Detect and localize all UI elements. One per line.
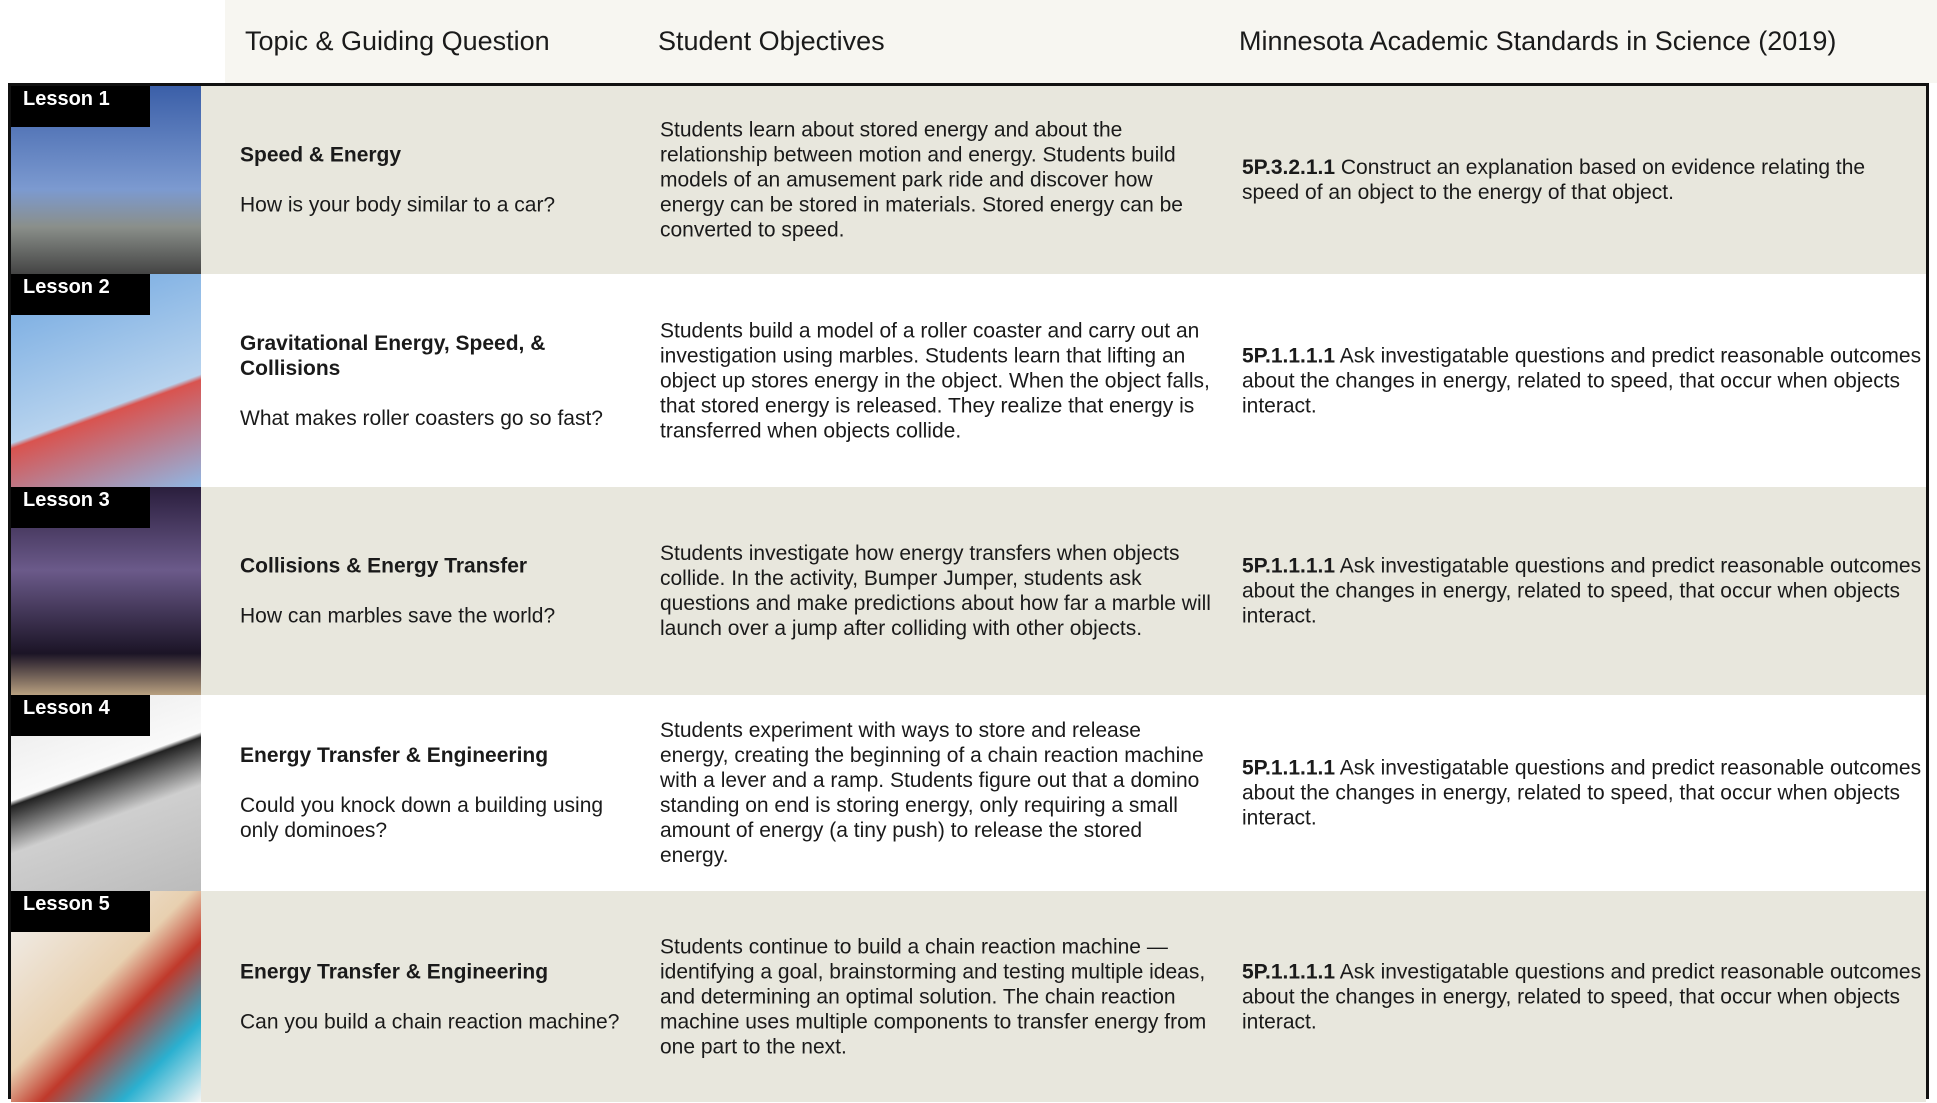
- topic-title: Collisions & Energy Transfer: [240, 554, 528, 578]
- lesson-row: Lesson 2 Gravitational Energy, Speed, & C…: [11, 274, 1926, 487]
- topic-title: Speed & Energy: [240, 143, 402, 167]
- topic-cell: Collisions & Energy Transfer How can marb…: [240, 554, 620, 629]
- lesson-label: Lesson 5: [11, 891, 150, 932]
- topic-title: Energy Transfer & Engineering: [240, 960, 549, 983]
- objectives: Students investigate how energy transfer…: [660, 542, 1211, 640]
- standard-text: Construct an explanation based on eviden…: [1242, 156, 1866, 204]
- lesson-row: Lesson 1 Speed & Energy How is your body s…: [11, 86, 1926, 274]
- standard-code: 5P.1.1.1.1: [1242, 554, 1336, 578]
- standard-code: 5P.1.1.1.1: [1242, 344, 1336, 367]
- objectives: Students experiment with ways to store a…: [660, 719, 1204, 867]
- lesson-table: Lesson 1 Speed & Energy How is your body s…: [8, 83, 1929, 1102]
- lesson-row: Lesson 5 Energy Transfer & Engineering Can…: [11, 891, 1926, 1102]
- standard-text: Ask investigatable questions and predict…: [1242, 960, 1922, 1033]
- standard: 5P.1.1.1.1 Ask investigatable questions …: [1242, 554, 1922, 629]
- lesson-label: Lesson 1: [11, 86, 150, 127]
- standard-text: Ask investigatable questions and predict…: [1242, 344, 1922, 417]
- column-header: Student Objectives: [658, 26, 885, 56]
- guiding-question: Can you build a chain reaction machine?: [240, 1010, 620, 1033]
- guiding-question: How can marbles save the world?: [240, 604, 556, 628]
- lesson-image: Lesson 1: [11, 86, 201, 274]
- column-header: Topic & Guiding Question: [245, 26, 550, 56]
- standard: 5P.1.1.1.1 Ask investigatable questions …: [1242, 959, 1922, 1034]
- standard: 5P.3.2.1.1 Construct an explanation base…: [1242, 155, 1922, 205]
- lesson-image: Lesson 3: [11, 487, 201, 695]
- lesson-image: Lesson 5: [11, 891, 201, 1102]
- topic-cell: Energy Transfer & Engineering Could you k…: [240, 743, 620, 843]
- standard-text: Ask investigatable questions and predict…: [1242, 554, 1922, 628]
- topic-title: Energy Transfer & Engineering: [240, 744, 549, 767]
- standard: 5P.1.1.1.1 Ask investigatable questions …: [1242, 756, 1922, 831]
- lesson-label: Lesson 2: [11, 274, 150, 315]
- objectives: Students continue to build a chain react…: [660, 935, 1207, 1058]
- standard: 5P.1.1.1.1 Ask investigatable questions …: [1242, 343, 1922, 418]
- guiding-question: How is your body similar to a car?: [240, 193, 556, 217]
- objectives: Students learn about stored energy and a…: [660, 118, 1183, 242]
- lesson-label: Lesson 3: [11, 487, 150, 528]
- standard-text: Ask investigatable questions and predict…: [1242, 756, 1922, 830]
- guiding-question: What makes roller coasters go so fast?: [240, 406, 603, 430]
- topic-cell: Speed & Energy How is your body similar t…: [240, 143, 620, 218]
- standard-code: 5P.1.1.1.1: [1242, 960, 1336, 983]
- standard-code: 5P.1.1.1.1: [1242, 756, 1336, 780]
- topic-cell: Gravitational Energy, Speed, & Collision…: [240, 331, 620, 431]
- lesson-image: Lesson 2: [11, 274, 201, 487]
- lesson-row: Lesson 4 Energy Transfer & Engineering Cou…: [11, 695, 1926, 891]
- header: Topic & Guiding Question Student Objecti…: [225, 0, 1937, 83]
- lesson-image: Lesson 4: [11, 695, 201, 891]
- lesson-row: Lesson 3 Collisions & Energy Transfer How …: [11, 487, 1926, 695]
- column-header: Minnesota Academic Standards in Science …: [1239, 26, 1837, 56]
- objectives: Students build a model of a roller coast…: [660, 319, 1210, 442]
- topic-cell: Energy Transfer & Engineering Can you bui…: [240, 959, 620, 1034]
- standard-code: 5P.3.2.1.1: [1242, 156, 1336, 179]
- topic-title: Gravitational Energy, Speed, & Collision…: [240, 331, 546, 380]
- lesson-label: Lesson 4: [11, 695, 150, 736]
- guiding-question: Could you knock down a building using on…: [240, 794, 604, 842]
